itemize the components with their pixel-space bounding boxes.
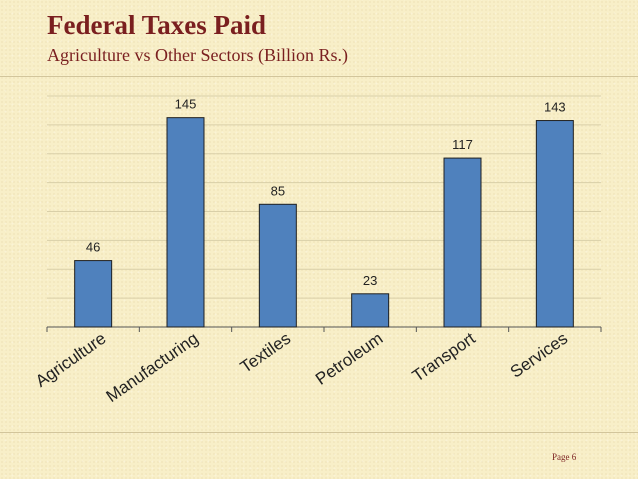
category-label: Textiles <box>237 329 294 377</box>
header-divider <box>0 76 638 77</box>
bar-agriculture <box>74 260 113 328</box>
page-title: Federal Taxes Paid <box>47 10 267 40</box>
bar-manufacturing <box>166 117 205 328</box>
bar-transport <box>443 157 482 328</box>
bar-petroleum <box>351 293 390 328</box>
data-label: 143 <box>544 100 566 115</box>
data-label: 46 <box>86 240 100 255</box>
category-label: Petroleum <box>312 329 386 389</box>
bar-textiles <box>258 203 297 328</box>
category-label: Agriculture <box>32 329 109 391</box>
category-label: Manufacturing <box>103 329 202 406</box>
data-label: 117 <box>452 137 473 152</box>
page-subtitle: Agriculture vs Other Sectors (Billion Rs… <box>47 45 348 65</box>
data-label: 145 <box>175 97 197 112</box>
bar-services <box>535 120 574 328</box>
footer-divider <box>0 432 638 433</box>
bar-chart: 46 Agriculture 145 Manufacturing 85 Textiles 2… <box>32 95 602 406</box>
category-label: Transport <box>409 329 479 386</box>
data-label: 85 <box>271 183 285 198</box>
category-label: Services <box>507 329 571 382</box>
page-number: Page 6 <box>552 452 577 462</box>
data-label: 23 <box>363 273 377 288</box>
